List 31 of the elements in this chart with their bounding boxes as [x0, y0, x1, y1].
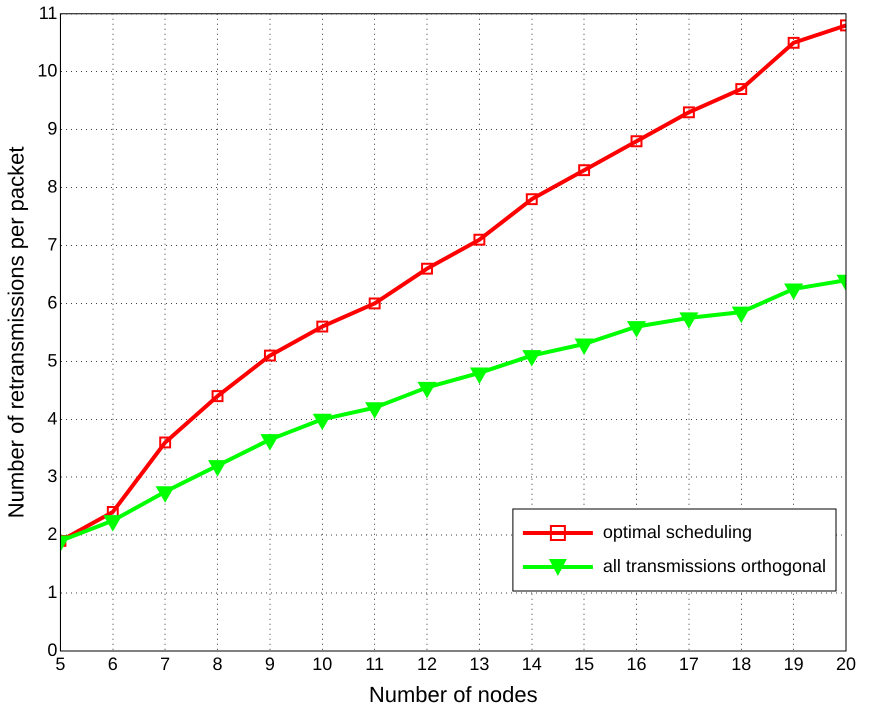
y-tick-label: 1	[47, 582, 58, 602]
y-tick-label: 11	[38, 2, 58, 23]
y-tick-label: 7	[47, 234, 58, 254]
y-tick-label: 5	[47, 350, 58, 370]
x-tick-label: 17	[678, 654, 699, 674]
x-tick-label: 19	[784, 654, 804, 674]
x-axis-title: Number of nodes	[368, 682, 538, 707]
y-tick-label: 2	[47, 524, 58, 544]
x-tick-label: 20	[836, 654, 856, 674]
legend-label: optimal scheduling	[602, 522, 752, 542]
x-tick-label: 7	[160, 654, 170, 674]
x-tick-label: 11	[365, 654, 384, 674]
legend-label: all transmissions orthogonal	[602, 556, 826, 576]
x-tick-label: 15	[574, 654, 594, 674]
x-tick-label: 9	[264, 654, 275, 674]
y-axis-title: Number of retransmissions per packet	[3, 146, 28, 518]
y-tick-label: 10	[37, 60, 58, 81]
x-tick-label: 10	[312, 654, 332, 674]
y-tick-label: 8	[47, 176, 58, 197]
x-tick-label: 14	[522, 654, 542, 674]
x-tick-label: 6	[108, 654, 118, 674]
x-tick-label: 12	[417, 654, 438, 674]
y-tick-label: 3	[47, 466, 58, 486]
x-tick-label: 13	[469, 654, 490, 674]
x-tick-label: 18	[731, 654, 752, 674]
y-tick-label: 9	[47, 118, 58, 139]
x-tick-label: 16	[626, 654, 647, 674]
y-tick-label: 6	[47, 292, 58, 312]
y-tick-label: 4	[47, 408, 58, 428]
x-tick-label: 8	[212, 654, 223, 674]
y-tick-label: 0	[47, 640, 58, 660]
